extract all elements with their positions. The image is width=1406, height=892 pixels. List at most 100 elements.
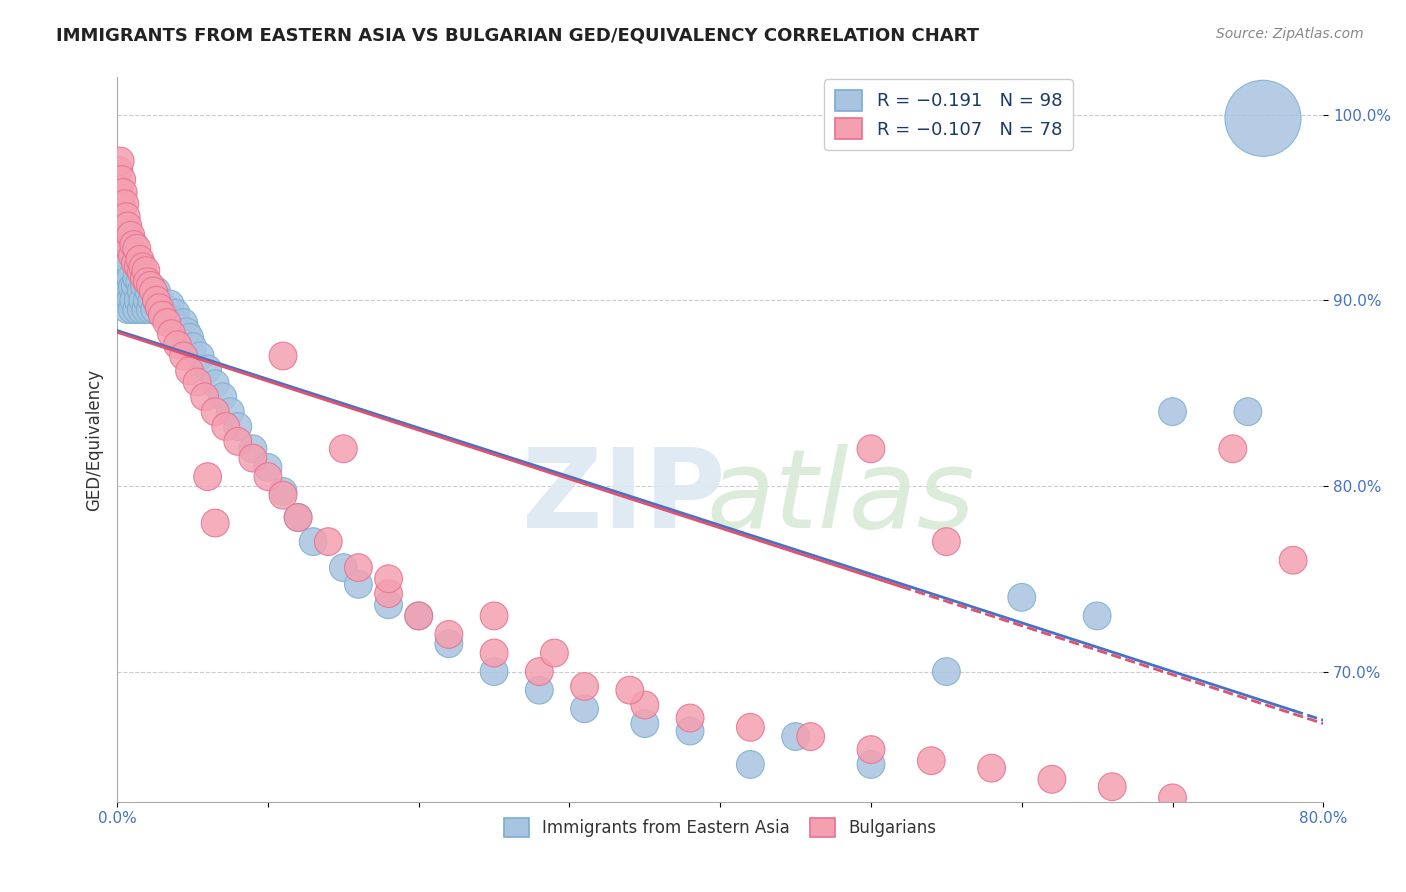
Point [211, 390, 233, 404]
Point [859, 757, 882, 772]
Point [112, 186, 135, 200]
Point [138, 284, 160, 298]
Point [347, 577, 370, 591]
Point [115, 275, 138, 289]
Point [139, 302, 162, 317]
Point [118, 284, 141, 298]
Point [1388, 349, 1406, 363]
Point [482, 646, 505, 660]
Point [1222, 442, 1244, 456]
Point [408, 608, 430, 623]
Point [117, 219, 139, 233]
Point [128, 275, 150, 289]
Point [107, 163, 129, 178]
Point [1101, 780, 1123, 794]
Point [152, 308, 174, 322]
Point [619, 683, 641, 698]
Point [111, 201, 134, 215]
Point [127, 293, 149, 308]
Point [543, 646, 565, 660]
Point [226, 434, 249, 449]
Point [108, 153, 131, 168]
Point [188, 349, 211, 363]
Point [377, 598, 399, 612]
Text: atlas: atlas [707, 444, 976, 551]
Point [121, 249, 143, 263]
Point [122, 237, 145, 252]
Point [128, 252, 150, 267]
Point [155, 308, 177, 322]
Point [1085, 608, 1108, 623]
Point [1161, 404, 1184, 418]
Point [186, 375, 208, 389]
Point [740, 757, 762, 772]
Point [108, 256, 131, 270]
Point [152, 302, 174, 317]
Point [141, 293, 163, 308]
Point [114, 247, 136, 261]
Point [377, 572, 399, 586]
Y-axis label: GED/Equivalency: GED/Equivalency [86, 368, 103, 510]
Point [148, 301, 170, 315]
Point [980, 761, 1002, 775]
Point [935, 534, 957, 549]
Point [1011, 591, 1033, 605]
Point [118, 256, 141, 270]
Point [634, 698, 657, 712]
Point [117, 265, 139, 279]
Point [529, 665, 551, 679]
Point [139, 278, 162, 293]
Point [131, 284, 153, 298]
Point [165, 306, 187, 320]
Point [169, 321, 191, 335]
Point [482, 665, 505, 679]
Point [132, 293, 155, 308]
Point [204, 376, 226, 391]
Point [134, 271, 156, 285]
Point [156, 316, 179, 330]
Point [120, 228, 142, 243]
Point [197, 362, 219, 376]
Point [143, 302, 166, 317]
Point [131, 265, 153, 279]
Point [107, 237, 129, 252]
Text: Source: ZipAtlas.com: Source: ZipAtlas.com [1216, 27, 1364, 41]
Point [114, 196, 136, 211]
Point [347, 560, 370, 574]
Point [194, 390, 217, 404]
Point [800, 730, 823, 744]
Point [1343, 364, 1365, 378]
Point [135, 263, 157, 277]
Point [179, 330, 201, 344]
Point [173, 316, 195, 330]
Point [134, 278, 156, 293]
Point [114, 223, 136, 237]
Point [482, 608, 505, 623]
Point [166, 318, 188, 332]
Point [437, 627, 460, 641]
Point [125, 241, 148, 255]
Point [332, 560, 354, 574]
Point [226, 419, 249, 434]
Text: ZIP: ZIP [522, 444, 725, 551]
Point [574, 680, 596, 694]
Point [136, 293, 159, 308]
Point [219, 404, 242, 418]
Point [257, 460, 280, 475]
Point [920, 754, 942, 768]
Point [115, 293, 138, 308]
Point [124, 278, 146, 293]
Point [1237, 404, 1260, 418]
Point [160, 326, 183, 341]
Point [173, 349, 195, 363]
Point [145, 284, 167, 298]
Point [115, 210, 138, 224]
Point [108, 219, 131, 233]
Point [1040, 772, 1063, 787]
Point [125, 271, 148, 285]
Point [935, 665, 957, 679]
Point [215, 419, 238, 434]
Point [377, 586, 399, 600]
Point [242, 451, 264, 466]
Point [112, 284, 135, 298]
